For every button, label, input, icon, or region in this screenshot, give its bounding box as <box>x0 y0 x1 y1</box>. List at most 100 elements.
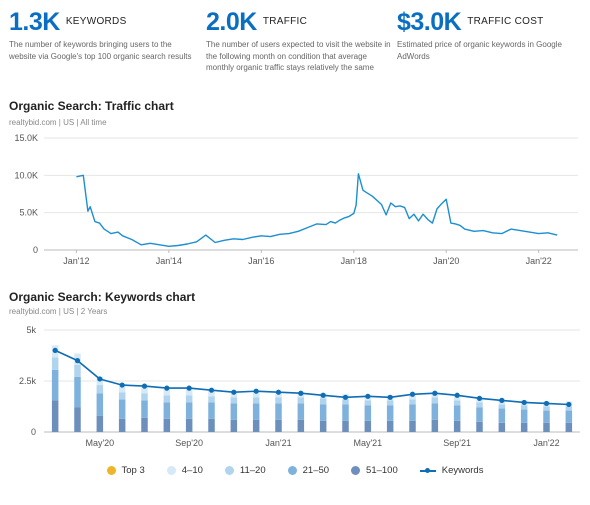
keywords-bar-segment <box>342 420 349 432</box>
keywords-bar-segment <box>543 406 550 411</box>
keywords-bar-segment <box>520 409 528 423</box>
keywords-bar-segment <box>74 376 81 408</box>
legend-top3-swatch <box>106 466 116 475</box>
legend-4-10-label: 4–10 <box>181 465 203 476</box>
legend-21-50-swatch <box>287 466 297 475</box>
legend-top3-label: Top 3 <box>121 465 145 476</box>
traffic-x-tick-label: Jan'12 <box>63 256 89 266</box>
keywords-bar-segment <box>208 390 215 397</box>
keywords-desc: The number of keywords bringing users to… <box>9 40 192 61</box>
keywords-point <box>119 382 125 388</box>
keywords-point <box>275 389 282 395</box>
keywords-bar-segment <box>141 387 148 394</box>
keywords-bar-segment <box>431 397 439 404</box>
keywords-x-tick-label: Sep'20 <box>175 438 203 448</box>
legend-51-100-label: 51–100 <box>366 465 398 476</box>
keywords-bar-segment <box>118 392 126 400</box>
keywords-bar-segment <box>230 419 238 432</box>
keywords-bar-segment <box>364 400 372 406</box>
keywords-bar-segment <box>141 400 148 418</box>
legend-21-50-label: 21–50 <box>302 465 330 476</box>
keywords-bar-segment <box>141 393 148 401</box>
keywords-unit: KEYWORDS <box>65 16 127 27</box>
legend-keywords-swatch <box>419 466 436 475</box>
keywords-bar-segment <box>74 407 81 432</box>
legend-11-20-swatch <box>224 466 234 475</box>
keywords-bar-segment <box>319 420 327 432</box>
keywords-point <box>52 347 58 353</box>
keywords-bar-segment <box>297 419 305 432</box>
traffic-y-tick-label: 5.0K <box>19 208 38 218</box>
legend-51-100[interactable]: 51–100 <box>351 465 398 476</box>
keywords-bar-segment <box>565 410 573 423</box>
keywords-point <box>208 387 215 393</box>
keywords-point <box>164 385 170 391</box>
keywords-bar-segment <box>208 402 215 419</box>
traffic-y-tick-label: 10.0K <box>14 170 38 180</box>
traffic-x-tick-label: Jan'14 <box>156 256 182 266</box>
traffic-x-tick-label: Jan'18 <box>341 256 367 266</box>
keywords-bar-segment <box>409 420 416 432</box>
keywords-bar-segment <box>208 396 215 403</box>
keywords-point <box>454 392 460 398</box>
traffic-x-tick-label: Jan'16 <box>248 256 274 266</box>
keywords-y-tick-label: 5k <box>26 325 36 335</box>
keywords-bar-segment <box>297 397 305 404</box>
legend-keywords[interactable]: Keywords <box>419 465 484 476</box>
keywords-bar-segment <box>230 397 238 404</box>
keywords-bar-segment <box>476 421 483 432</box>
keywords-bar-segment <box>185 389 193 396</box>
keywords-bar-segment <box>230 403 238 420</box>
keywords-bar-segment <box>386 400 394 406</box>
keywords-bar-segment <box>453 420 461 432</box>
keywords-bar-segment <box>118 386 126 393</box>
legend-4-10[interactable]: 4–10 <box>166 465 203 476</box>
keywords-chart: 0 2.5k 5k May'20 Sep'20 Jan'21 May'21 Sep'21 Jan… <box>19 325 580 448</box>
keywords-y-tick-label: 0 <box>31 427 36 437</box>
keywords-point <box>253 388 259 394</box>
legend-51-100-swatch <box>351 466 361 475</box>
traffic-desc: The number of users expected to visit th… <box>206 40 391 72</box>
legend-21-50[interactable]: 21–50 <box>287 465 330 476</box>
traffic-cost-desc: Estimated price of organic keywords in G… <box>397 40 562 61</box>
keywords-point <box>521 399 527 406</box>
keywords-metric: 1.3K KEYWORDS The number of keywords brin… <box>9 8 194 62</box>
keywords-bar-segment <box>141 417 148 432</box>
keywords-bar-segment <box>163 418 171 432</box>
keywords-point <box>320 392 326 398</box>
keywords-chart-title: Organic Search: Keywords chart <box>9 290 196 304</box>
keywords-bar-segment <box>51 400 59 432</box>
keywords-bar-segment <box>252 419 260 432</box>
keywords-bar-segment <box>453 400 461 406</box>
keywords-bar-segment <box>498 408 506 423</box>
traffic-chart: 0 5.0K 10.0K 15.0K Jan'12 Jan'14 Jan'16 Jan'18 J… <box>14 133 578 266</box>
traffic-chart-title: Organic Search: Traffic chart <box>9 99 174 113</box>
legend-keywords-label: Keywords <box>441 465 484 476</box>
traffic-series-line <box>76 173 558 248</box>
legend-top3[interactable]: Top 3 <box>106 465 145 476</box>
keywords-y-tick-label: 2.5k <box>19 376 37 386</box>
traffic-chart-subtitle: realtybid.com | US | All time <box>9 118 107 127</box>
keywords-point <box>97 376 103 382</box>
traffic-metric: 2.0K TRAFFIC The number of users expected… <box>206 8 396 74</box>
keywords-bar-segment <box>386 405 394 421</box>
legend-11-20[interactable]: 11–20 <box>224 465 266 476</box>
keywords-bar-segment <box>96 393 104 416</box>
keywords-point <box>342 394 349 400</box>
keywords-bar-segment <box>96 415 104 432</box>
keywords-bar-segment <box>476 402 483 408</box>
keywords-bar-segment <box>185 418 193 432</box>
keywords-bar-segment <box>252 397 260 404</box>
keywords-bar-segment <box>342 404 349 421</box>
traffic-unit: TRAFFIC <box>262 16 308 27</box>
traffic-cost-unit: TRAFFIC COST <box>467 16 544 27</box>
traffic-value: 2.0K <box>206 8 257 36</box>
keywords-bar-segment <box>431 403 439 420</box>
legend-4-10-swatch <box>166 466 176 475</box>
keywords-bar-segment <box>297 403 305 420</box>
keywords-line <box>54 349 569 406</box>
keywords-bar-segment <box>275 397 282 404</box>
keywords-bar-segment <box>96 385 104 394</box>
keywords-point <box>186 385 192 391</box>
legend-11-20-label: 11–20 <box>239 465 266 476</box>
